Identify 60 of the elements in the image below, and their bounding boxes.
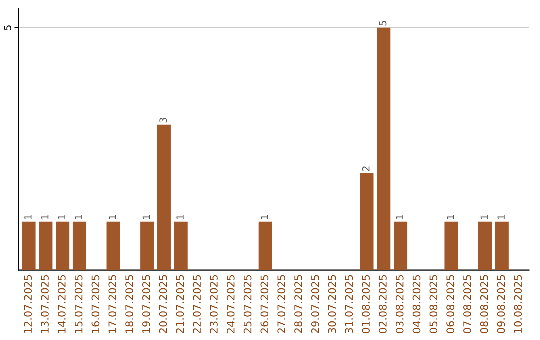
x-tick-label: 14.07.2025 bbox=[58, 275, 66, 333]
data-label: 1 bbox=[396, 215, 404, 220]
bar bbox=[444, 222, 458, 270]
x-tick-label: 19.07.2025 bbox=[142, 275, 150, 333]
x-tick-label: 23.07.2025 bbox=[210, 275, 218, 334]
x-tick-label: 08.08.2025 bbox=[480, 275, 488, 334]
x-tick-label: 22.07.2025 bbox=[193, 275, 202, 334]
x-tick-label: 27.07.2025 bbox=[278, 275, 286, 334]
x-tick-label: 07.08.2025 bbox=[464, 275, 472, 334]
bar bbox=[22, 222, 36, 270]
x-tick-label: 20.07.2025 bbox=[159, 275, 168, 334]
bar bbox=[56, 222, 70, 270]
bar bbox=[174, 222, 188, 270]
bar bbox=[157, 124, 171, 270]
data-label: 2 bbox=[362, 166, 370, 172]
x-tick-label: 01.08.2025 bbox=[362, 275, 370, 334]
data-label: 1 bbox=[75, 215, 82, 220]
x-tick-label: 04.08.2025 bbox=[412, 275, 421, 334]
x-tick-label: 15.07.2025 bbox=[74, 275, 83, 333]
bar bbox=[377, 28, 391, 270]
bar bbox=[258, 222, 272, 270]
data-label: 1 bbox=[42, 215, 49, 220]
x-tick-label: 05.08.2025 bbox=[430, 275, 438, 334]
data-label: 1 bbox=[480, 215, 488, 220]
x-tick-label: 16.07.2025 bbox=[92, 275, 100, 333]
bar bbox=[478, 222, 492, 270]
x-tick-label: 25.07.2025 bbox=[244, 275, 252, 334]
bar bbox=[140, 222, 154, 270]
x-tick-label: 31.07.2025 bbox=[345, 275, 354, 334]
x-tick-label: 30.07.2025 bbox=[328, 275, 336, 334]
bar bbox=[360, 173, 374, 270]
x-tick-label: 06.08.2025 bbox=[446, 275, 454, 334]
bar bbox=[39, 222, 53, 270]
x-tick-label: 18.07.2025 bbox=[126, 275, 134, 333]
x-tick-label: 03.08.2025 bbox=[396, 275, 404, 334]
data-label: 1 bbox=[498, 215, 505, 220]
x-tick-label: 17.07.2025 bbox=[108, 275, 117, 333]
data-label: 1 bbox=[109, 215, 116, 220]
bar bbox=[394, 222, 408, 270]
x-tick-label: 24.07.2025 bbox=[226, 275, 235, 334]
data-label: 5 bbox=[379, 21, 387, 26]
x-tick-label: 10.08.2025 bbox=[514, 275, 522, 333]
data-label: 1 bbox=[24, 215, 32, 220]
bar bbox=[106, 222, 120, 270]
data-label: 1 bbox=[176, 215, 184, 220]
bar bbox=[495, 222, 509, 270]
data-label: 1 bbox=[447, 215, 454, 220]
x-tick-label: 12.07.2025 bbox=[24, 275, 32, 333]
x-tick-label: 26.07.2025 bbox=[260, 275, 269, 334]
data-label: 1 bbox=[142, 215, 150, 220]
data-label: 1 bbox=[261, 215, 268, 220]
x-tick-label: 28.07.2025 bbox=[294, 275, 302, 334]
bar bbox=[72, 222, 86, 270]
x-tick-label: 21.07.2025 bbox=[176, 275, 184, 334]
data-label: 1 bbox=[58, 215, 66, 220]
x-tick-label: 29.07.2025 bbox=[311, 275, 320, 334]
x-tick-label: 02.08.2025 bbox=[379, 275, 387, 334]
x-tick-label: 13.07.2025 bbox=[41, 275, 49, 333]
data-label: 3 bbox=[160, 118, 168, 123]
x-tick-label: 09.08.2025 bbox=[497, 275, 506, 334]
